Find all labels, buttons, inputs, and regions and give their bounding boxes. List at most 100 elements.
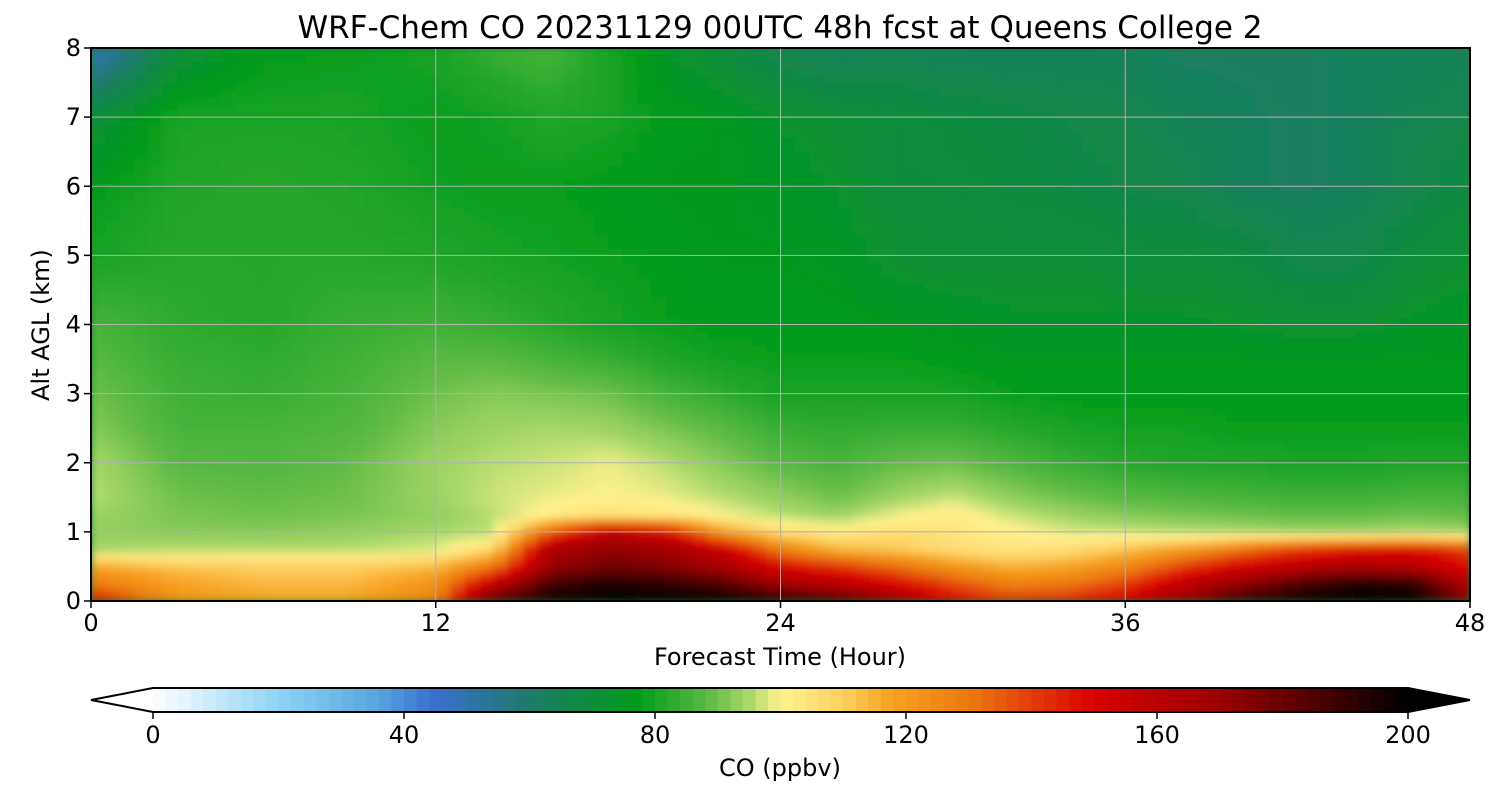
co-cell (148, 531, 164, 540)
co-cell (895, 317, 911, 326)
co-cell (91, 359, 106, 367)
co-cell (708, 303, 724, 312)
co-cell (608, 386, 624, 395)
co-cell (263, 400, 279, 409)
co-cell (1326, 414, 1342, 422)
co-cell (1125, 483, 1141, 491)
co-cell (1455, 262, 1470, 270)
co-cell (1153, 483, 1169, 491)
co-cell (622, 352, 638, 360)
co-cell (952, 241, 968, 250)
co-cell (651, 428, 667, 436)
co-cell (1441, 289, 1457, 298)
co-cell (507, 483, 523, 491)
co-cell (679, 248, 695, 256)
co-cell (1211, 365, 1227, 374)
co-cell (450, 455, 466, 464)
co-cell (981, 442, 997, 450)
co-cell (1211, 255, 1227, 263)
co-cell (1125, 400, 1141, 409)
co-cell (1110, 421, 1126, 429)
co-cell (622, 490, 638, 498)
co-cell (521, 462, 537, 471)
co-cell (1067, 345, 1083, 353)
co-cell (1283, 566, 1299, 574)
co-cell (794, 462, 810, 471)
co-cell (134, 317, 150, 326)
co-cell (565, 524, 580, 533)
co-cell (622, 442, 638, 450)
co-cell (1326, 435, 1342, 443)
co-cell (866, 538, 882, 547)
co-cell (1211, 545, 1227, 554)
co-cell (134, 573, 150, 581)
co-cell (349, 483, 365, 491)
co-cell (177, 331, 193, 339)
co-cell (435, 407, 451, 415)
co-cell (1268, 573, 1284, 581)
co-cell (1268, 594, 1284, 601)
co-cell (881, 365, 897, 374)
co-cell (751, 262, 767, 270)
co-cell (450, 573, 466, 581)
co-cell (249, 400, 264, 409)
co-cell (981, 580, 997, 588)
co-cell (622, 587, 638, 595)
co-cell (1369, 476, 1385, 485)
co-cell (507, 324, 523, 333)
co-cell (1024, 580, 1040, 588)
co-cell (464, 552, 480, 561)
co-cell (493, 435, 509, 443)
co-cell (1426, 338, 1442, 346)
co-cell (823, 345, 839, 353)
co-cell (162, 435, 178, 443)
co-cell (263, 338, 279, 346)
co-cell (1096, 414, 1112, 422)
co-cell (1039, 365, 1055, 374)
co-cell (1125, 490, 1141, 498)
co-cell (794, 435, 810, 443)
co-cell (694, 338, 710, 346)
co-cell (464, 324, 480, 333)
co-cell (651, 469, 667, 478)
co-cell (1024, 331, 1040, 339)
co-cell (708, 386, 724, 395)
co-cell (823, 518, 839, 526)
co-cell (162, 448, 178, 457)
co-cell (464, 407, 480, 415)
co-cell (550, 310, 566, 319)
co-cell (464, 594, 480, 601)
co-cell (507, 283, 523, 291)
co-cell (349, 393, 365, 402)
co-cell (1024, 462, 1040, 471)
co-cell (1383, 262, 1399, 270)
co-cell (751, 455, 767, 464)
co-cell (593, 490, 609, 498)
co-cell (421, 296, 437, 305)
co-cell (952, 345, 968, 353)
co-cell (1355, 248, 1371, 256)
co-cell (1412, 352, 1428, 360)
co-cell (565, 331, 580, 339)
co-cell (579, 518, 595, 526)
co-cell (1096, 580, 1112, 588)
co-cell (1369, 359, 1385, 367)
co-cell (1010, 580, 1026, 588)
co-cell (852, 386, 868, 395)
co-cell (119, 365, 135, 374)
co-cell (766, 455, 782, 464)
co-cell (1139, 421, 1155, 429)
co-cell (952, 545, 968, 554)
co-cell (162, 407, 178, 415)
co-cell (981, 518, 997, 526)
co-cell (191, 283, 207, 291)
co-cell (249, 428, 264, 436)
co-cell (1039, 462, 1055, 471)
co-cell (277, 428, 293, 436)
co-cell (536, 359, 552, 367)
co-cell (852, 552, 868, 561)
co-cell (1211, 580, 1227, 588)
co-cell (751, 303, 767, 312)
co-cell (1355, 310, 1371, 319)
co-cell (837, 255, 853, 263)
